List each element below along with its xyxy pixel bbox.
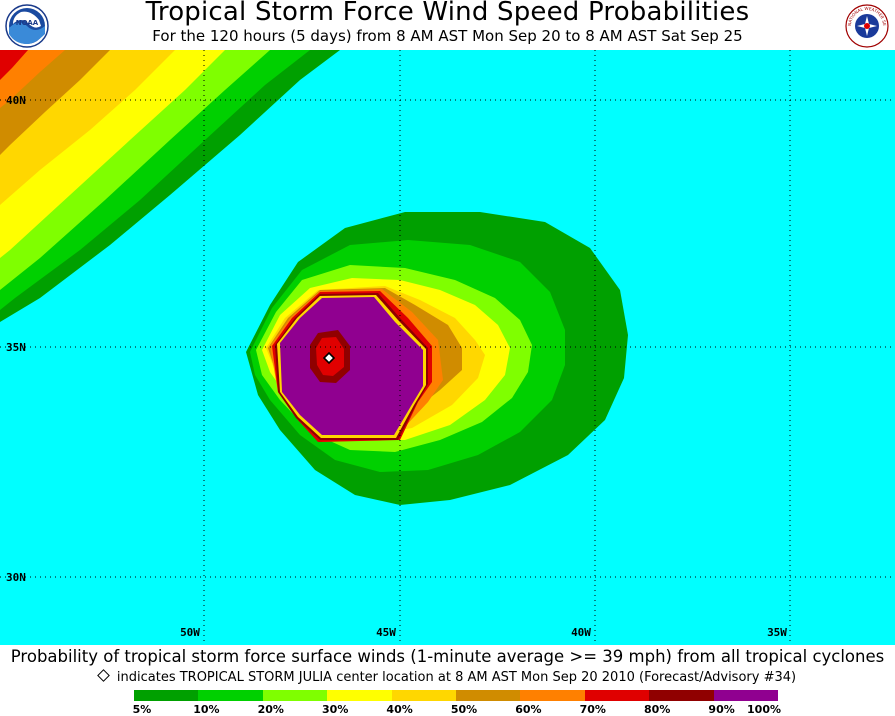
legend-label: 30% [322, 703, 349, 716]
legend-label: 40% [386, 703, 413, 716]
map-caption: Probability of tropical storm force surf… [10, 647, 885, 666]
legend-label: 60% [515, 703, 542, 716]
graticule [0, 50, 895, 645]
probability-map: 40N 35N 30N 50W 45W 40W 35W [0, 50, 895, 645]
nw-band-70pct [0, 50, 28, 80]
lat-label-40n: 40N [6, 94, 26, 107]
footer: Probability of tropical storm force surf… [0, 645, 895, 716]
legend-swatch [391, 690, 456, 701]
noaa-logo-text: NOAA [16, 19, 39, 27]
nw-band-60pct [0, 50, 65, 108]
lat-label-30n: 30N [6, 571, 26, 584]
legend-swatch [134, 690, 199, 701]
legend-color-bar [134, 690, 778, 701]
legend-swatch [327, 690, 392, 701]
legend-swatch [455, 690, 521, 701]
legend-label: 5% [132, 703, 152, 716]
legend-swatch [584, 690, 650, 701]
header: NOAA Tropical Storm Force Wind Speed Pro… [0, 0, 895, 50]
page-title: Tropical Storm Force Wind Speed Probabil… [145, 0, 750, 27]
diamond-icon [97, 669, 110, 682]
storm-band-100pct [280, 297, 423, 435]
lon-label-45w: 45W [376, 626, 396, 639]
lon-label-35w: 35W [767, 626, 787, 639]
legend-label: 50% [450, 703, 478, 716]
storm-center-marker [322, 351, 336, 365]
lon-label-40w: 40W [571, 626, 591, 639]
legend-label: 10% [193, 703, 220, 716]
nws-logo: NATIONAL WEATHER SERVICE [845, 4, 889, 48]
legend-label: 80% [644, 703, 671, 716]
northwest-probability-bands [0, 50, 340, 322]
lat-label-35n: 35N [6, 341, 26, 354]
storm-probability-field [246, 212, 628, 505]
page-subtitle: For the 120 hours (5 days) from 8 AM AST… [152, 27, 743, 45]
noaa-logo: NOAA [5, 4, 49, 48]
legend-label: 70% [579, 703, 606, 716]
legend-swatch [262, 690, 328, 701]
indicator-text: indicates TROPICAL STORM JULIA center lo… [116, 670, 797, 685]
legend-swatch [649, 690, 714, 701]
legend-label: 90% [708, 703, 735, 716]
legend-swatch [520, 690, 585, 701]
legend-swatch [713, 690, 778, 701]
lon-label-50w: 50W [180, 626, 200, 639]
storm-center-indicator: indicates TROPICAL STORM JULIA center lo… [0, 669, 895, 685]
legend-swatch [198, 690, 263, 701]
legend-label: 20% [257, 703, 284, 716]
legend-label: 100% [747, 703, 781, 716]
